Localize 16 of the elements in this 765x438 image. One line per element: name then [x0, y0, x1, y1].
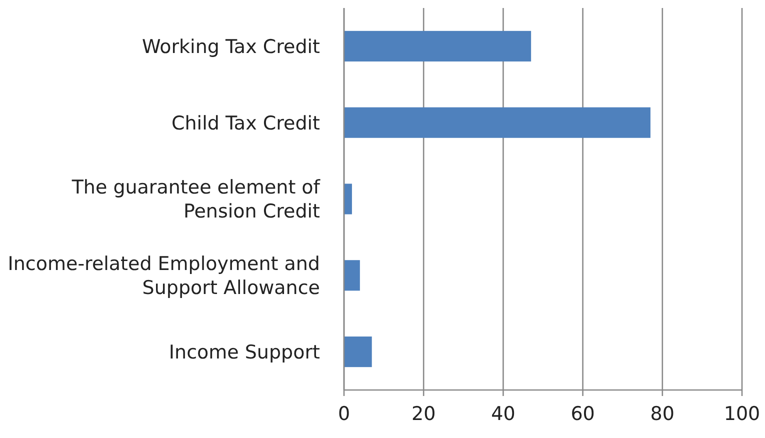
- y-tick-label: Working Tax Credit: [142, 36, 320, 58]
- bar: [344, 336, 372, 368]
- bar: [344, 30, 532, 62]
- y-tick-label: The guarantee element of Pension Credit: [70, 176, 322, 223]
- x-tick-label: 100: [724, 402, 760, 425]
- x-tick-label: 0: [338, 402, 350, 425]
- x-tick-label: 20: [412, 402, 436, 425]
- bar: [344, 107, 650, 138]
- x-tick-label: 60: [570, 402, 595, 425]
- x-tick-label: 80: [650, 402, 674, 425]
- y-tick-label: Child Tax Credit: [172, 112, 320, 134]
- bar: [344, 260, 360, 291]
- bar: [344, 184, 352, 214]
- x-tick-label: 40: [491, 402, 516, 425]
- y-tick-label: Income Support: [168, 341, 320, 364]
- y-tick-label: Income-related Employment and Support Allowance: [8, 253, 320, 300]
